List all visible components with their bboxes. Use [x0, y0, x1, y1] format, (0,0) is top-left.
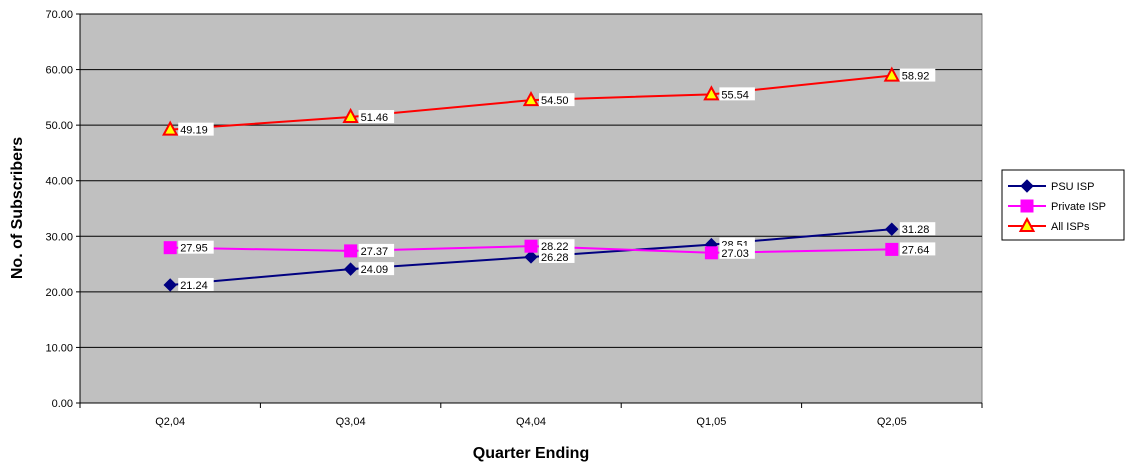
- data-label: 49.19: [180, 125, 208, 137]
- data-label: 27.64: [902, 244, 930, 256]
- legend-item-private-isp: Private ISP: [1008, 200, 1106, 213]
- data-label: 54.50: [541, 95, 569, 107]
- x-tick-label: Q3,04: [336, 416, 366, 428]
- legend-marker: [1021, 200, 1033, 212]
- legend: PSU ISP Private ISP All ISPs: [1002, 170, 1124, 240]
- data-label: 27.37: [361, 246, 389, 258]
- y-tick-label: 20.00: [45, 287, 73, 299]
- data-point-private-isp: [164, 242, 176, 254]
- y-tick-label: 30.00: [45, 231, 73, 243]
- data-label: 21.24: [180, 280, 208, 292]
- data-label: 27.03: [721, 248, 749, 260]
- data-point-private-isp: [705, 247, 717, 259]
- data-point-private-isp: [525, 240, 537, 252]
- data-label: 26.28: [541, 252, 569, 264]
- x-tick-label: Q2,04: [155, 416, 185, 428]
- data-point-private-isp: [345, 245, 357, 257]
- data-point-private-isp: [886, 243, 898, 255]
- x-tick-labels: Q2,04 Q3,04 Q4,04 Q1,05 Q2,05: [155, 416, 907, 428]
- y-tick-label: 0.00: [52, 398, 73, 410]
- legend-label: PSU ISP: [1051, 181, 1094, 193]
- data-label: 28.22: [541, 241, 569, 253]
- x-tick-label: Q2,05: [877, 416, 907, 428]
- data-label: 51.46: [361, 112, 389, 124]
- y-axis-title: No. of Subscribers: [9, 137, 26, 279]
- y-tick-label: 10.00: [45, 342, 73, 354]
- y-tick-label: 50.00: [45, 120, 73, 132]
- data-label: 24.09: [361, 264, 389, 276]
- y-tick-label: 60.00: [45, 65, 73, 77]
- data-label: 31.28: [902, 224, 930, 236]
- data-label: 27.95: [180, 243, 208, 255]
- data-label: 55.54: [721, 89, 749, 101]
- y-tick-label: 70.00: [45, 9, 73, 21]
- y-tick-labels: 0.00 10.00 20.00 30.00 40.00 50.00 60.00 70.00: [45, 9, 73, 410]
- x-axis-title: Quarter Ending: [473, 445, 589, 462]
- x-tick-label: Q1,05: [696, 416, 726, 428]
- x-tick-label: Q4,04: [516, 416, 546, 428]
- legend-label: All ISPs: [1051, 221, 1090, 233]
- legend-label: Private ISP: [1051, 201, 1106, 213]
- data-label: 58.92: [902, 71, 930, 83]
- y-tick-label: 40.00: [45, 176, 73, 188]
- plot-area: [80, 14, 982, 403]
